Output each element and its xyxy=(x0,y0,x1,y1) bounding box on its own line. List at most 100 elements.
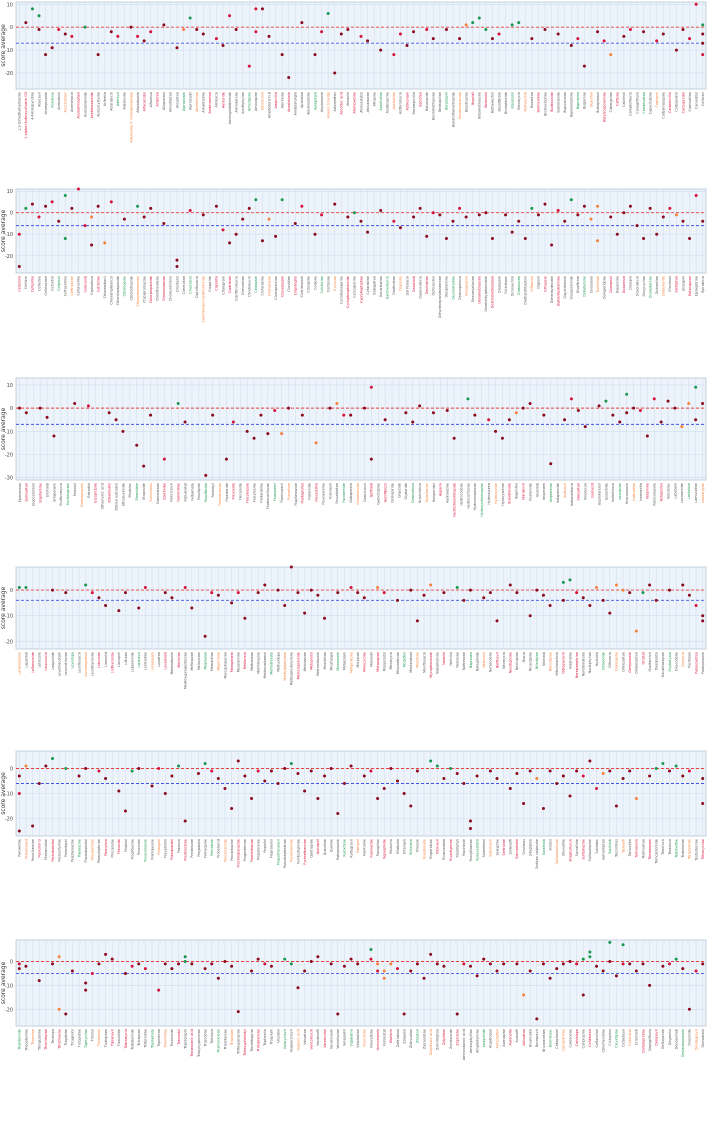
x-tick-label: Decitabine xyxy=(425,276,429,294)
data-point xyxy=(541,807,545,810)
x-tick-label: Diethylstilbestrol xyxy=(524,276,528,305)
x-tick-label: Ibandronate xyxy=(508,483,512,504)
data-point xyxy=(333,202,337,206)
data-point xyxy=(475,974,479,978)
x-tick-label: Duloxetine xyxy=(655,276,659,294)
data-point xyxy=(694,193,698,197)
data-point xyxy=(328,406,332,410)
scatter-chart-1: 10 0 -10 -20 score average 1,2-Dimethylhydraz… xyxy=(0,1,707,143)
x-tick-label: Atropine xyxy=(372,92,376,106)
x-tick-label: Arsenic trioxide xyxy=(326,92,330,118)
data-point xyxy=(382,787,386,790)
x-tick-label: Indapamide xyxy=(556,483,560,503)
data-point xyxy=(409,588,413,592)
x-tick-label: Saquinavir xyxy=(489,838,493,857)
data-point xyxy=(137,767,141,770)
x-tick-label: Tramadol xyxy=(177,1029,181,1046)
data-point xyxy=(190,962,194,966)
data-point xyxy=(475,774,479,778)
data-point xyxy=(431,411,435,415)
data-point xyxy=(57,955,61,959)
data-point xyxy=(543,202,547,206)
data-point xyxy=(641,591,645,595)
x-tick-label: Acebutolol xyxy=(57,92,61,110)
data-point xyxy=(581,957,585,961)
x-tick-label: Dobutamine xyxy=(583,276,587,297)
x-tick-label: Camptothecin xyxy=(629,92,633,116)
data-point xyxy=(495,619,499,623)
x-tick-label: Estradiol xyxy=(87,483,91,498)
data-point xyxy=(555,967,559,971)
data-point xyxy=(581,993,585,997)
data-point xyxy=(471,21,475,25)
x-tick-label: Bethanechol xyxy=(491,92,495,113)
data-point xyxy=(444,27,448,31)
x-tick-label: Erythromycin xyxy=(59,483,63,506)
x-tick-label: Penicillamine xyxy=(31,839,35,861)
data-point xyxy=(576,213,580,217)
data-point xyxy=(490,37,494,41)
x-tick-label: Captopril xyxy=(655,92,659,107)
y-axis-label: score average xyxy=(0,961,7,1004)
data-point xyxy=(230,807,234,810)
data-point xyxy=(203,634,207,638)
x-tick-label: Tolterodine xyxy=(144,1029,148,1049)
data-point xyxy=(654,598,658,602)
x-tick-label: Fentanyl xyxy=(211,483,215,498)
data-point xyxy=(349,957,353,961)
x-tick-label: Famciclovir xyxy=(170,482,174,502)
x-tick-label: Carbamazepine xyxy=(662,92,666,119)
y-tick-label: -20 xyxy=(5,1007,13,1013)
data-point xyxy=(175,258,179,262)
data-point xyxy=(188,209,192,213)
x-tick-label: Chloroquine xyxy=(123,276,127,296)
data-point xyxy=(369,957,373,961)
data-point xyxy=(309,588,313,592)
data-point xyxy=(596,30,600,34)
data-point xyxy=(392,219,396,223)
x-tick-label: Cefoxitin xyxy=(50,276,54,291)
x-tick-label: Metoclopramide xyxy=(296,652,300,679)
data-point xyxy=(701,777,705,780)
x-tick-label: Darunavir xyxy=(655,1028,659,1045)
data-point xyxy=(556,32,560,36)
x-tick-label: Tamsulosin xyxy=(635,839,639,859)
data-point xyxy=(50,46,54,50)
x-tick-label: Pentoxifylline xyxy=(57,839,61,862)
data-point xyxy=(455,586,459,589)
x-tick-label: Ergotamine xyxy=(38,483,42,503)
data-point xyxy=(170,596,174,600)
data-point xyxy=(137,606,141,610)
x-tick-label: Doxepin xyxy=(629,276,633,290)
data-point xyxy=(201,213,205,217)
data-point xyxy=(392,53,396,57)
x-tick-label: Orlistat xyxy=(641,651,645,664)
x-tick-label: Verapamil xyxy=(343,1029,347,1046)
x-tick-label: Febuxostat xyxy=(183,482,187,501)
data-point xyxy=(674,48,678,52)
x-tick-label: Atenolol xyxy=(346,92,350,106)
data-point xyxy=(44,764,48,768)
x-tick-label: Thiothixene xyxy=(57,1029,61,1050)
data-point xyxy=(468,819,472,823)
data-point xyxy=(17,586,21,589)
x-tick-label: Rivastigmine xyxy=(449,839,453,861)
x-tick-label: Nilotinib xyxy=(542,652,546,666)
x-tick-label: Palonosetron xyxy=(694,652,698,674)
data-point xyxy=(622,211,626,215)
data-point xyxy=(83,224,87,228)
x-tick-label: Lovastatin xyxy=(164,652,168,670)
x-tick-label: Levofloxacin xyxy=(77,652,81,673)
x-tick-label: Flumazenil xyxy=(273,483,277,501)
data-point xyxy=(342,413,346,417)
data-point xyxy=(383,418,387,422)
data-point xyxy=(250,969,254,973)
x-tick-label: Sucralfate xyxy=(575,839,579,856)
x-tick-label: Anagrelide xyxy=(482,1029,486,1047)
x-tick-label: Sodium valproate xyxy=(535,839,539,869)
data-point xyxy=(628,962,632,966)
x-tick-label: Etodolac xyxy=(128,483,132,498)
y-tick-label: 0 xyxy=(10,211,13,217)
x-tick-label: Minoxidil xyxy=(369,652,373,667)
data-point xyxy=(64,767,68,770)
